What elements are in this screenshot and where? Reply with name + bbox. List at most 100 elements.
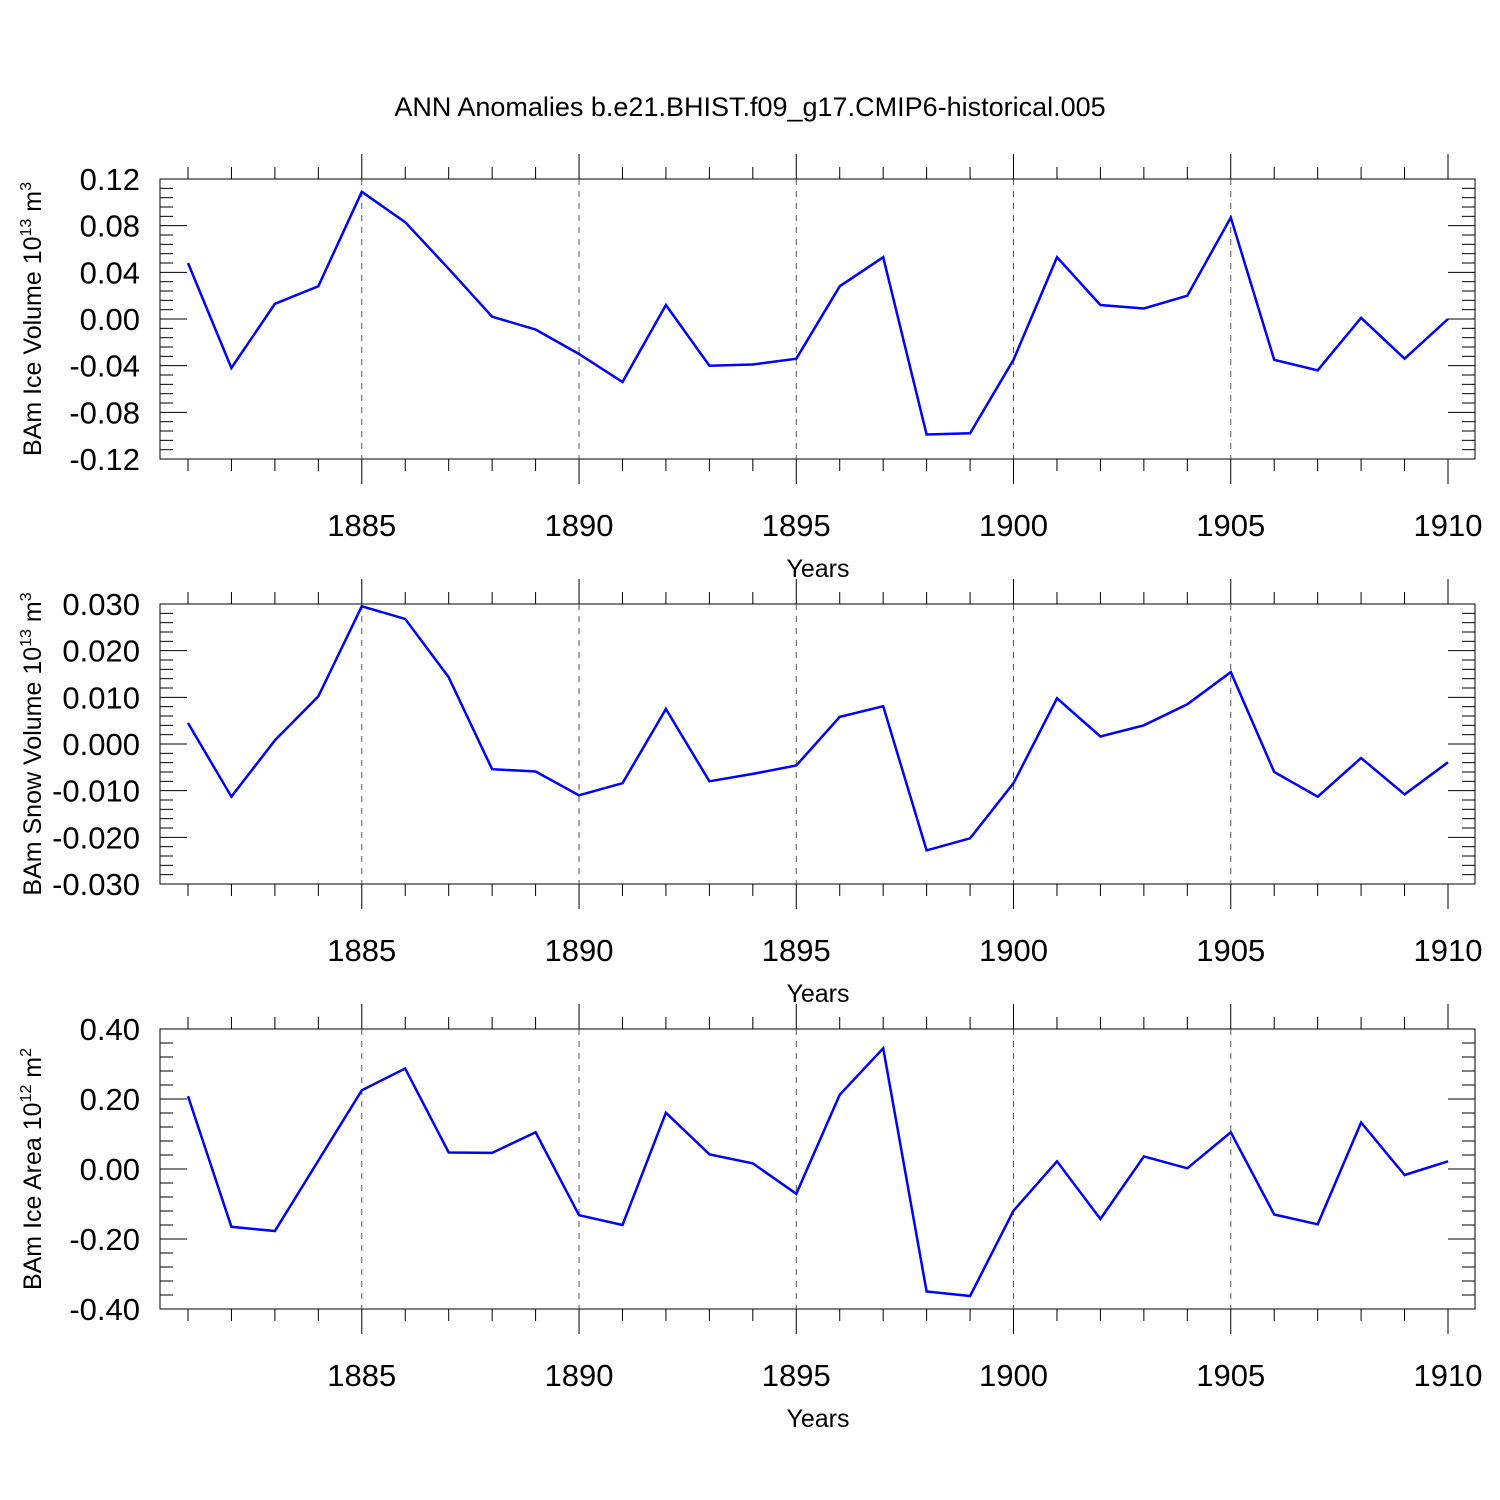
data-point [1273, 1214, 1275, 1216]
data-point [274, 303, 276, 305]
data-point [1230, 671, 1232, 673]
data-point [1404, 358, 1406, 360]
y-axis-label: BAm Ice Volume 1013 m3 [18, 182, 47, 456]
series-line [186, 189, 1449, 436]
data-point [1143, 724, 1145, 726]
data-point [621, 1224, 623, 1226]
y-axis-label-exponent: 13 [18, 629, 35, 647]
data-point [230, 796, 232, 798]
data-point [795, 764, 797, 766]
x-tick-label: 1890 [545, 933, 614, 968]
data-point [882, 256, 884, 258]
data-point [665, 1112, 667, 1114]
data-point [448, 268, 450, 270]
data-point [1317, 1223, 1319, 1225]
data-point [1013, 359, 1015, 361]
data-point [535, 329, 537, 331]
x-tick-label: 1885 [327, 1358, 396, 1393]
x-tick-label: 1910 [1414, 1358, 1483, 1393]
data-point [795, 1193, 797, 1195]
data-point [535, 1131, 537, 1133]
data-point [752, 364, 754, 366]
data-point [1099, 736, 1101, 738]
y-axis-label-exponent: 13 [18, 219, 35, 237]
data-point [1404, 1174, 1406, 1176]
data-point [1186, 295, 1188, 297]
data-point [1273, 359, 1275, 361]
data-point [752, 1162, 754, 1164]
data-point [708, 1153, 710, 1155]
chart-title: ANN Anomalies b.e21.BHIST.f09_g17.CMIP6-… [394, 92, 1105, 122]
data-point [926, 1291, 928, 1293]
y-tick-label: -0.12 [69, 442, 140, 477]
y-axis-label-unit-exponent: 3 [18, 182, 35, 191]
data-point [1013, 1210, 1015, 1212]
data-point [448, 1152, 450, 1154]
x-tick-label: 1905 [1196, 933, 1265, 968]
data-point [621, 381, 623, 383]
data-point [795, 358, 797, 360]
y-axis-label-unit: m [19, 191, 47, 219]
y-tick-label: -0.010 [52, 774, 140, 809]
data-point [317, 1160, 319, 1162]
data-point [1230, 217, 1232, 219]
data-point [1143, 308, 1145, 310]
data-point [274, 1230, 276, 1232]
data-point [491, 1152, 493, 1154]
y-tick-label: 0.020 [62, 634, 140, 669]
data-point [839, 1094, 841, 1096]
data-point [839, 285, 841, 287]
data-point [708, 780, 710, 782]
data-point [969, 837, 971, 839]
data-point [230, 367, 232, 369]
data-point [361, 1089, 363, 1091]
data-point [535, 771, 537, 773]
y-tick-label: 0.20 [80, 1082, 140, 1117]
data-point [1447, 761, 1449, 763]
data-point [1099, 1218, 1101, 1220]
x-tick-label: 1895 [762, 1358, 831, 1393]
data-point [1230, 1131, 1232, 1133]
data-point [926, 434, 928, 436]
series-line [186, 1045, 1449, 1298]
x-tick-label: 1895 [762, 933, 831, 968]
data-point [969, 1295, 971, 1297]
data-point [752, 773, 754, 775]
y-axis-label-unit: m [19, 601, 47, 629]
x-tick-label: 1890 [545, 1358, 614, 1393]
data-point [621, 782, 623, 784]
data-point [1056, 256, 1058, 258]
data-point [404, 221, 406, 223]
y-tick-label: 0.04 [80, 255, 140, 290]
data-point [665, 708, 667, 710]
data-point [1360, 1121, 1362, 1123]
y-axis-label: BAm Ice Area 1012 m2 [18, 1048, 47, 1290]
data-point [491, 316, 493, 318]
x-tick-label: 1885 [327, 933, 396, 968]
x-tick-label: 1900 [979, 933, 1048, 968]
data-point [1447, 1160, 1449, 1162]
x-tick-label: 1910 [1414, 508, 1483, 543]
data-point [1186, 1167, 1188, 1169]
data-point [404, 1068, 406, 1070]
data-point [230, 1226, 232, 1228]
data-point [1056, 1160, 1058, 1162]
data-point [448, 676, 450, 678]
x-axis-label: Years [786, 555, 849, 583]
y-tick-label: 0.010 [62, 680, 140, 715]
x-tick-label: 1910 [1414, 933, 1483, 968]
x-tick-label: 1895 [762, 508, 831, 543]
x-tick-label: 1900 [979, 1358, 1048, 1393]
y-axis-label-exponent: 12 [18, 1085, 35, 1103]
y-axis-label: BAm Snow Volume 1013 m3 [18, 592, 47, 895]
y-axis-label-unit: m [19, 1057, 47, 1085]
panels: 1885 1890 1895 1900 1905 1910 -0.12 -0.08 -0.04 0… [18, 154, 1482, 1433]
y-axis-label-text: BAm Ice Area 10 [19, 1102, 47, 1290]
y-tick-label: -0.08 [69, 395, 140, 430]
y-axis-label-text: BAm Ice Volume 10 [19, 236, 47, 456]
data-point [491, 768, 493, 770]
data-point [1447, 318, 1449, 320]
data-point [361, 605, 363, 607]
data-point [187, 262, 189, 264]
y-tick-label: 0.000 [62, 727, 140, 762]
